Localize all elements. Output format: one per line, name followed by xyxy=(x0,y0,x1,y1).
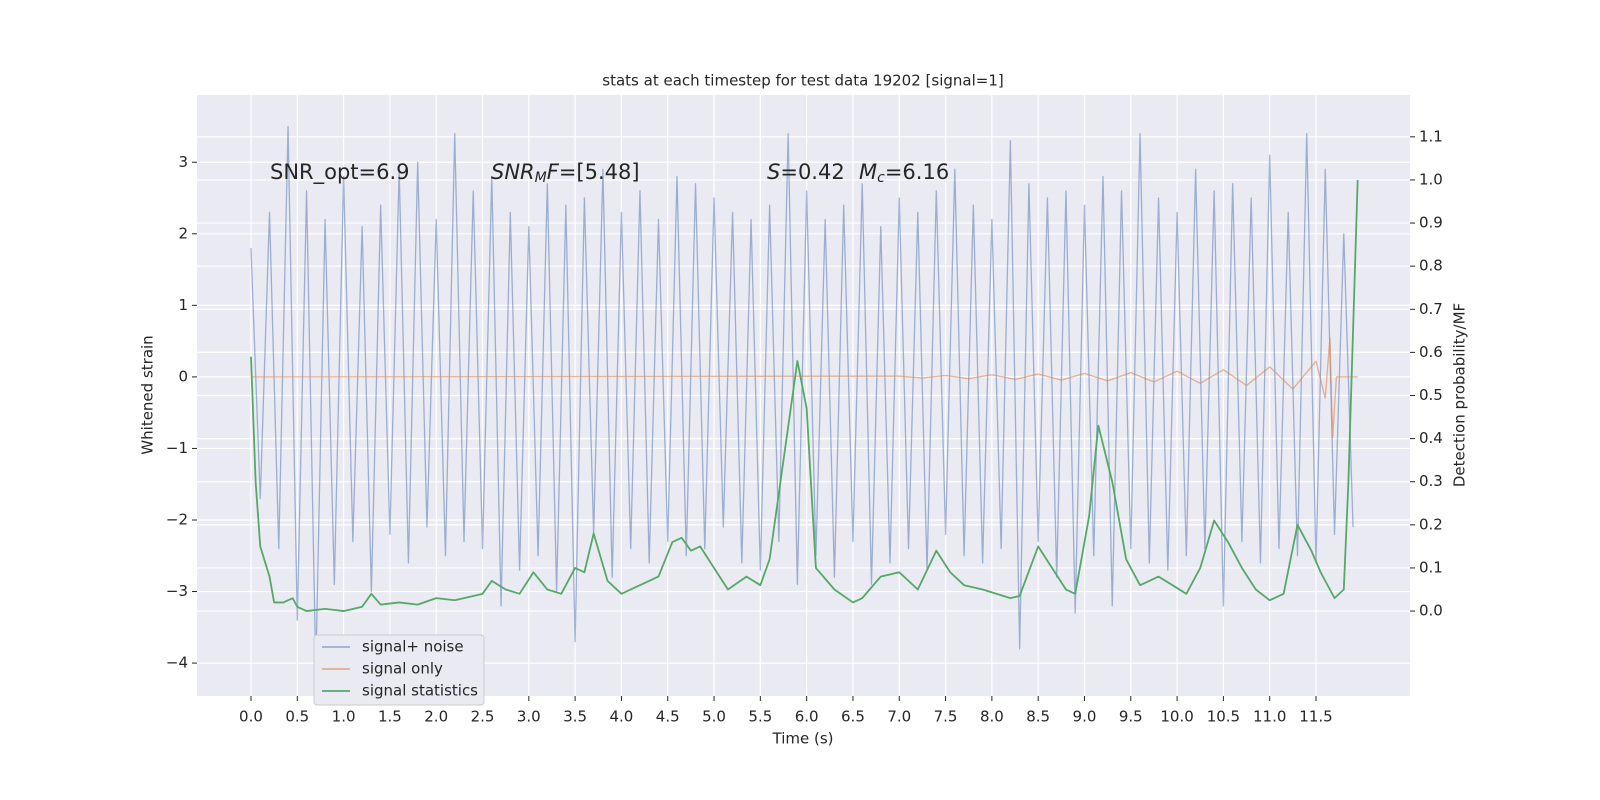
x-tick-label: 7.5 xyxy=(934,708,958,726)
series-line xyxy=(250,336,1358,439)
x-tick-label: 1.0 xyxy=(332,708,356,726)
y-axis-label: Whitened strain xyxy=(139,335,157,454)
x-tick-label: 8.5 xyxy=(1026,708,1050,726)
legend: signal+ noise signal only signal statistic… xyxy=(313,634,485,706)
x-tick-label: 4.5 xyxy=(656,708,680,726)
annotation: SNRMF=[5.48] xyxy=(491,160,640,186)
x-tick-label: 11.5 xyxy=(1299,708,1332,726)
chart-title: stats at each timestep for test data 192… xyxy=(602,72,1003,90)
annotation-part: F xyxy=(547,160,560,184)
x-tick-label: 8.0 xyxy=(980,708,1004,726)
grid xyxy=(192,95,1415,701)
y2-tick-label: 0.7 xyxy=(1419,300,1443,318)
marks xyxy=(250,125,1359,671)
x-tick-label: 2.5 xyxy=(471,708,495,726)
y2-tick-label: 1.0 xyxy=(1419,170,1443,188)
x-tick-label: 0.5 xyxy=(285,708,309,726)
y2-tick-label: 0.9 xyxy=(1419,214,1443,232)
x-tick-label: 1.5 xyxy=(378,708,402,726)
y-tick-label: 3 xyxy=(178,153,188,171)
y2-tick-label: 0.1 xyxy=(1419,558,1443,576)
y-tick-label: 0 xyxy=(178,367,188,385)
y-tick-label: 1 xyxy=(178,296,188,314)
x-tick-label: 7.0 xyxy=(887,708,911,726)
x-axis-label: Time (s) xyxy=(772,730,834,748)
x-tick-label: 3.0 xyxy=(517,708,541,726)
annotation: SNR_opt=6.9 xyxy=(270,160,410,185)
x-tick-label: 3.5 xyxy=(563,708,587,726)
x-tick-label: 2.0 xyxy=(424,708,448,726)
y-tick-label: −3 xyxy=(166,582,188,600)
x-tick-label: 10.5 xyxy=(1207,708,1240,726)
x-tick-label: 5.0 xyxy=(702,708,726,726)
annotation: S=0.42 xyxy=(767,160,845,184)
x-tick-label: 6.5 xyxy=(841,708,865,726)
y2-tick-label: 0.2 xyxy=(1419,515,1443,533)
x-tick-label: 5.5 xyxy=(748,708,772,726)
annotation-part: =[5.48] xyxy=(559,160,640,184)
annotation-part: M xyxy=(535,170,547,186)
y-tick-label: −1 xyxy=(166,439,188,457)
y2-axis-label: Detection probability/MF xyxy=(1451,303,1469,487)
x-tick-label: 0.0 xyxy=(239,708,263,726)
legend-label: signal statistics xyxy=(362,682,478,700)
y2-tick-label: 1.1 xyxy=(1419,127,1443,145)
x-tick-label: 9.0 xyxy=(1073,708,1097,726)
x-tick-label: 9.5 xyxy=(1119,708,1143,726)
legend-label: signal only xyxy=(362,660,443,678)
x-tick-label: 11.0 xyxy=(1253,708,1286,726)
y-tick-label: −4 xyxy=(166,654,188,672)
y2-tick-label: 0.5 xyxy=(1419,386,1443,404)
series-line xyxy=(250,179,1359,612)
annotation-part: SNR xyxy=(491,160,535,184)
legend-label: signal+ noise xyxy=(362,638,464,656)
legend-box xyxy=(313,634,485,706)
y-tick-label: −2 xyxy=(166,510,188,528)
annotation-part: S xyxy=(767,160,780,184)
annotation-part: =0.42 xyxy=(780,160,844,184)
x-tick-label: 10.0 xyxy=(1160,708,1193,726)
x-tick-label: 6.0 xyxy=(795,708,819,726)
y2-tick-label: 0.8 xyxy=(1419,257,1443,275)
x-tick-label: 4.0 xyxy=(609,708,633,726)
y2-tick-label: 0.0 xyxy=(1419,602,1443,620)
y2-tick-label: 0.6 xyxy=(1419,343,1443,361)
annotation-part: M xyxy=(859,160,877,184)
y2-tick-label: 0.3 xyxy=(1419,472,1443,490)
annotation-part: =6.16 xyxy=(885,160,949,184)
annotation-part: SNR_opt=6.9 xyxy=(270,160,410,185)
y2-tick-label: 0.4 xyxy=(1419,429,1443,447)
y-tick-label: 2 xyxy=(178,224,188,242)
annotation: Mc=6.16 xyxy=(859,160,949,186)
annotation-part: c xyxy=(877,170,885,186)
